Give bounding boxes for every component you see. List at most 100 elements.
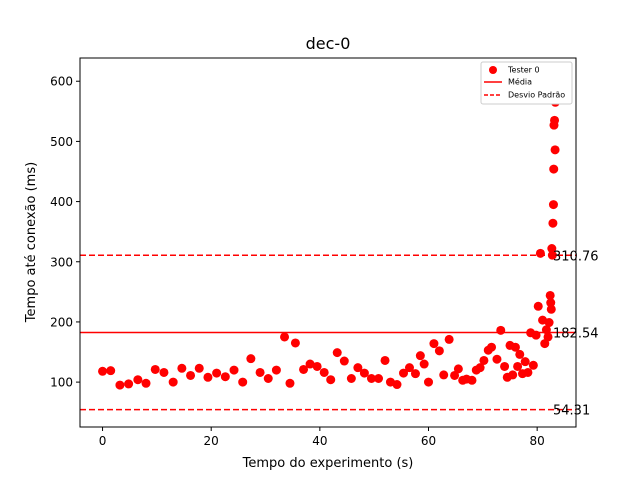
data-point bbox=[513, 361, 523, 371]
data-point bbox=[346, 373, 356, 383]
data-point bbox=[531, 330, 541, 340]
data-point bbox=[380, 355, 390, 365]
plot-area-frame bbox=[79, 57, 577, 428]
data-point bbox=[439, 370, 449, 380]
data-point bbox=[229, 365, 239, 375]
legend-label-points: Tester 0 bbox=[507, 66, 540, 75]
data-point bbox=[280, 332, 290, 342]
chart-title: dec-0 bbox=[306, 34, 351, 53]
data-point bbox=[543, 332, 553, 342]
legend-label-mean: Média bbox=[508, 77, 532, 87]
data-point bbox=[106, 366, 116, 376]
data-point bbox=[141, 378, 151, 388]
x-tick-label: 60 bbox=[421, 434, 436, 448]
y-tick-label: 200 bbox=[50, 315, 73, 329]
data-point bbox=[510, 342, 520, 352]
data-point bbox=[290, 338, 300, 348]
data-point bbox=[159, 367, 169, 377]
y-axis-ticks: 100 200 300 400 500 600 bbox=[50, 75, 80, 390]
data-point bbox=[212, 368, 222, 378]
data-point bbox=[392, 380, 402, 390]
data-point bbox=[98, 366, 108, 376]
x-tick-label: 0 bbox=[99, 434, 107, 448]
data-point bbox=[168, 377, 178, 387]
y-tick-label: 300 bbox=[50, 255, 73, 269]
data-point bbox=[544, 318, 554, 328]
data-point bbox=[359, 368, 369, 378]
data-point bbox=[479, 355, 489, 365]
legend-marker-points bbox=[489, 66, 497, 74]
data-point bbox=[299, 364, 309, 374]
data-point bbox=[547, 244, 557, 254]
data-point bbox=[263, 373, 273, 383]
data-point bbox=[255, 367, 265, 377]
data-point bbox=[545, 290, 555, 300]
data-point bbox=[508, 370, 518, 380]
data-point bbox=[115, 380, 125, 390]
data-point bbox=[550, 145, 560, 155]
y-tick-label: 500 bbox=[50, 135, 73, 149]
legend-box bbox=[480, 61, 573, 105]
y-tick-label: 600 bbox=[50, 75, 73, 89]
legend-label-std: Desvio Padrão bbox=[508, 91, 565, 100]
data-point bbox=[546, 304, 556, 314]
data-point bbox=[238, 377, 248, 387]
data-point bbox=[549, 164, 559, 174]
data-point bbox=[450, 370, 460, 380]
data-point bbox=[305, 359, 315, 369]
data-point bbox=[374, 373, 384, 383]
data-point bbox=[541, 325, 551, 335]
data-point bbox=[271, 365, 281, 375]
data-point bbox=[528, 360, 538, 370]
data-point bbox=[353, 363, 363, 373]
reference-lines bbox=[80, 254, 576, 411]
data-point bbox=[410, 369, 420, 379]
data-point bbox=[133, 375, 143, 385]
data-point bbox=[246, 354, 256, 364]
data-point bbox=[467, 375, 477, 385]
x-tick-label: 80 bbox=[530, 434, 545, 448]
data-point bbox=[332, 348, 342, 358]
data-point bbox=[533, 301, 543, 311]
data-point bbox=[523, 367, 533, 377]
x-tick-label: 20 bbox=[204, 434, 219, 448]
data-point bbox=[424, 377, 434, 387]
data-point bbox=[319, 367, 329, 377]
data-point bbox=[500, 361, 510, 371]
data-point bbox=[415, 351, 425, 361]
data-point bbox=[434, 346, 444, 356]
data-point bbox=[535, 248, 545, 258]
data-point bbox=[475, 363, 485, 373]
x-tick-label: 40 bbox=[312, 434, 327, 448]
data-point bbox=[548, 218, 558, 228]
data-point bbox=[186, 370, 196, 380]
y-tick-label: 400 bbox=[50, 195, 73, 209]
data-point bbox=[492, 354, 502, 364]
data-point bbox=[419, 359, 429, 369]
data-point bbox=[203, 372, 213, 382]
data-point bbox=[404, 363, 414, 373]
data-point bbox=[220, 372, 230, 382]
data-point bbox=[194, 363, 204, 373]
y-axis-label: Tempo até conexão (ms) bbox=[24, 162, 39, 323]
data-point bbox=[487, 342, 497, 352]
data-point bbox=[429, 339, 439, 349]
data-point bbox=[515, 349, 525, 359]
std-lower-value-label: 54.31 bbox=[553, 404, 590, 419]
scatter-points bbox=[98, 70, 561, 390]
data-point bbox=[399, 368, 409, 378]
data-point bbox=[177, 363, 187, 373]
data-point bbox=[548, 200, 558, 210]
legend: Tester 0 Média Desvio Padrão bbox=[480, 61, 573, 105]
y-tick-label: 100 bbox=[50, 376, 73, 390]
data-point bbox=[546, 298, 556, 308]
data-point bbox=[124, 379, 134, 389]
data-point bbox=[550, 115, 560, 125]
data-point bbox=[366, 373, 376, 383]
data-point bbox=[312, 361, 322, 371]
data-point bbox=[496, 325, 506, 335]
data-point bbox=[520, 357, 530, 367]
data-point bbox=[444, 334, 454, 344]
x-axis-ticks: 0 20 40 60 80 bbox=[99, 427, 545, 448]
x-axis-label: Tempo do experimento (s) bbox=[242, 456, 414, 471]
